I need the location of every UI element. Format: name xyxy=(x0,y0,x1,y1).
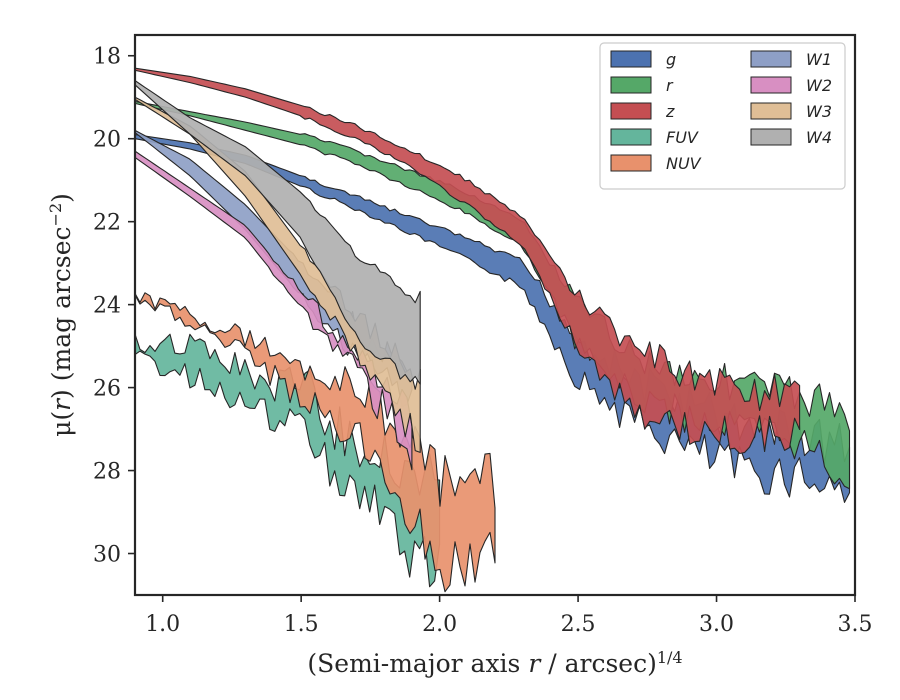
legend-label-W1: W1 xyxy=(806,50,832,69)
legend-label-W3: W3 xyxy=(806,102,832,121)
legend-swatch-g xyxy=(610,50,652,68)
legend-label-NUV: NUV xyxy=(666,154,702,173)
x-tick-label: 2.5 xyxy=(561,612,596,637)
legend-label-g: g xyxy=(666,50,676,69)
x-axis-label: (Semi-major axis r / arcsec)1/4 xyxy=(307,648,682,679)
legend-swatch-W2 xyxy=(750,76,792,94)
x-tick-label: 3.5 xyxy=(838,612,873,637)
legend-label-W2: W2 xyxy=(806,76,832,95)
legend-label-r: r xyxy=(666,76,674,95)
legend-label-W4: W4 xyxy=(806,128,832,147)
legend-swatch-W3 xyxy=(750,102,792,120)
legend-swatch-W1 xyxy=(750,50,792,68)
y-tick-label: 20 xyxy=(93,128,121,153)
legend-swatch-r xyxy=(610,76,652,94)
legend-swatch-W4 xyxy=(750,128,792,146)
x-tick-label: 3.0 xyxy=(699,612,734,637)
y-tick-label: 18 xyxy=(93,45,121,70)
band-W2 xyxy=(134,150,413,471)
plot-frame xyxy=(133,33,857,597)
legend-swatch-z xyxy=(610,102,652,120)
legend: grz FUV NUV W1 W2 W3 W4 xyxy=(599,42,846,190)
y-tick-label: 28 xyxy=(93,460,121,485)
y-axis-ticks: 18 20 22 24 26 28 30 xyxy=(93,45,135,568)
x-tick-label: 1.5 xyxy=(284,612,319,637)
legend-swatch-FUV xyxy=(610,128,652,146)
legend-swatch-NUV xyxy=(610,154,652,172)
y-tick-label: 26 xyxy=(93,377,121,402)
y-tick-label: 30 xyxy=(93,543,121,568)
legend-label-z: z xyxy=(665,102,675,121)
legend-label-FUV: FUV xyxy=(666,128,699,147)
band-W4 xyxy=(134,80,421,385)
x-tick-label: 2.0 xyxy=(422,612,457,637)
y-tick-label: 24 xyxy=(93,294,121,319)
x-axis-ticks: 1.0 1.5 2.0 2.5 3.0 3.5 xyxy=(145,595,873,637)
y-axis-label: μ(r) (mag arcsec−2) xyxy=(46,193,77,437)
band-NUV xyxy=(134,292,496,593)
x-tick-label: 1.0 xyxy=(145,612,180,637)
y-tick-label: 22 xyxy=(93,211,121,236)
band-z xyxy=(134,67,801,455)
series-bands xyxy=(134,67,851,593)
